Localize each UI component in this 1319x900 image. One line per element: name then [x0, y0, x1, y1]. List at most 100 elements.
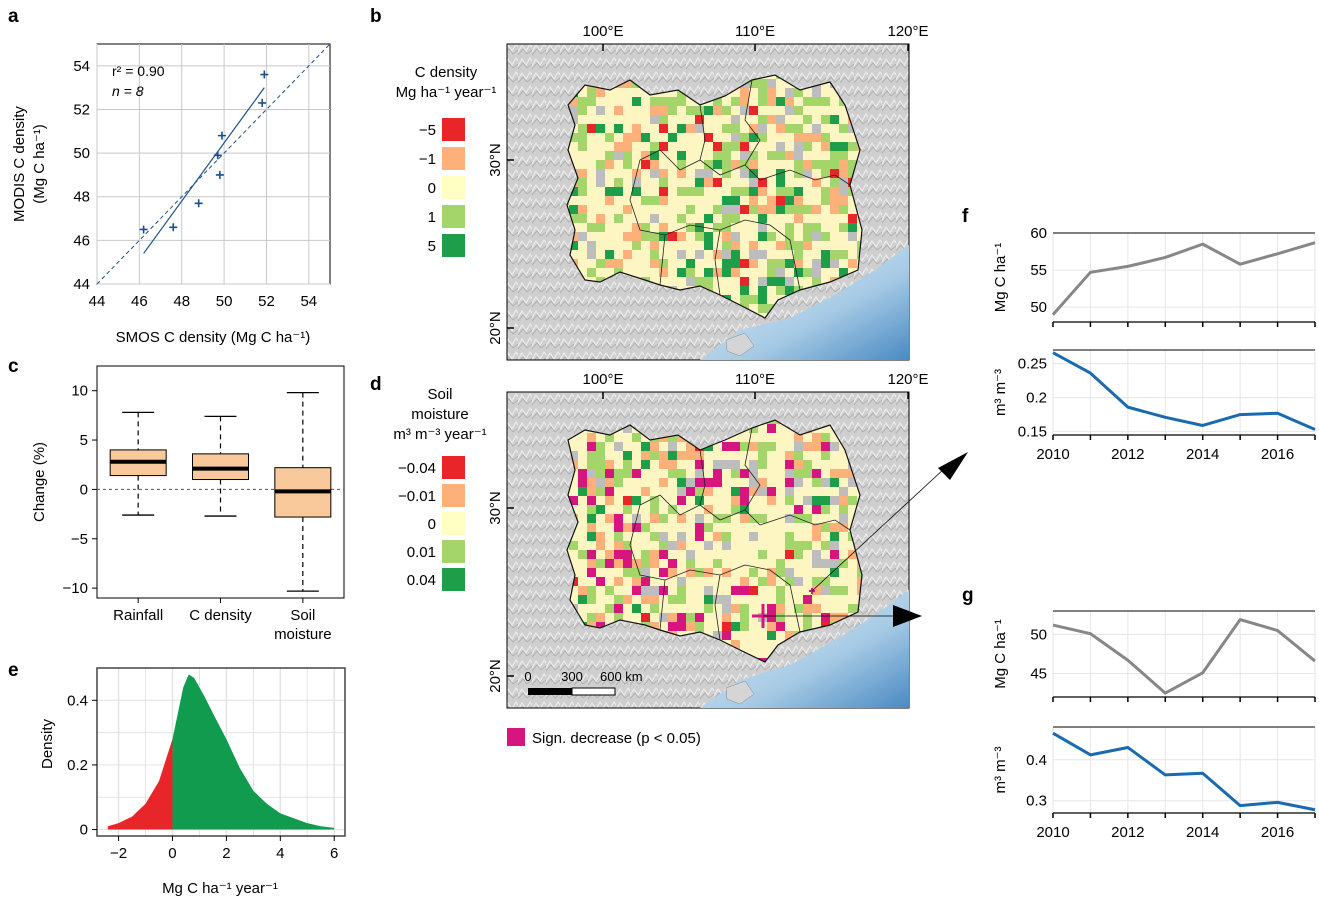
map-pixel [650, 259, 659, 268]
map-pixel [812, 496, 821, 505]
map-pixel [830, 442, 839, 451]
map-pixel [596, 442, 605, 451]
y-tick-label: 46 [73, 232, 90, 249]
map-pixel [668, 97, 677, 106]
map-pixel [794, 550, 803, 559]
map-pixel [605, 550, 614, 559]
map-pixel [695, 622, 704, 631]
legend-swatch [442, 512, 465, 535]
map-pixel [587, 223, 596, 232]
map-pixel [587, 241, 596, 250]
map-pixel [794, 442, 803, 451]
map-pixel [677, 469, 686, 478]
map-pixel [614, 532, 623, 541]
map-pixel [803, 469, 812, 478]
map-pixel [614, 478, 623, 487]
map-pixel [794, 151, 803, 160]
map-pixel [668, 469, 677, 478]
map-pixel [605, 514, 614, 523]
map-pixel [587, 568, 596, 577]
map-pixel [614, 214, 623, 223]
map-pixel [785, 106, 794, 115]
map-pixel [668, 559, 677, 568]
panel-e-y-axis-label: Density [39, 718, 56, 769]
map-pixel [623, 595, 632, 604]
map-pixel [749, 187, 758, 196]
map-pixel [722, 214, 731, 223]
map-pixel [650, 106, 659, 115]
map-pixel [659, 124, 668, 133]
map-pixel [578, 469, 587, 478]
panel-g-timeseries: 4550Mg C ha⁻¹0.30.4m³ m⁻³2010 2012 2014 201… [992, 611, 1315, 841]
map-pixel [605, 133, 614, 142]
panel-a-x-axis-label: SMOS C density (Mg C ha⁻¹) [116, 329, 311, 346]
map-pixel [614, 550, 623, 559]
map-pixel [812, 442, 821, 451]
y-tick-label: 0.3 [1026, 793, 1047, 810]
map-pixel [821, 133, 830, 142]
signif-decrease-swatch [507, 728, 525, 746]
map-pixel [821, 259, 830, 268]
map-pixel [749, 178, 758, 187]
map-pixel [632, 187, 641, 196]
map-pixel [758, 550, 767, 559]
y-tick-label: 0 [80, 481, 88, 498]
panel-a-r2-label: r² = 0.90 [112, 63, 165, 79]
map-pixel [605, 469, 614, 478]
map-pixel [659, 478, 668, 487]
map-pixel [776, 277, 785, 286]
map-pixel [785, 196, 794, 205]
map-pixel [830, 142, 839, 151]
map-pixel [677, 478, 686, 487]
map-pixel [641, 595, 650, 604]
map-pixel [830, 205, 839, 214]
panel-a-y-axis-label-line1: MODIS C density [11, 106, 28, 222]
map-pixel [767, 79, 776, 88]
map-pixel [650, 196, 659, 205]
map-pixel [605, 478, 614, 487]
map-pixel [794, 268, 803, 277]
y-tick-label: 60 [1030, 225, 1047, 242]
map-pixel [839, 151, 848, 160]
map-pixel [767, 232, 776, 241]
map-pixel [614, 259, 623, 268]
x-tick-label: 0 [168, 845, 176, 862]
map-pixel [659, 541, 668, 550]
map-pixel [839, 169, 848, 178]
map-pixel [794, 214, 803, 223]
map-pixel [578, 133, 587, 142]
map-pixel [794, 541, 803, 550]
map-pixel [614, 124, 623, 133]
map-pixel [596, 577, 605, 586]
map-pixel [596, 259, 605, 268]
map-pixel [596, 160, 605, 169]
y-axis-label: Mg C ha⁻¹ [992, 243, 1009, 313]
map-pixel [686, 478, 695, 487]
map-pixel [758, 97, 767, 106]
map-pixel [587, 595, 596, 604]
panel-c-category-labels: Rainfall C density Soilmoisture [113, 598, 331, 643]
map-pixel [641, 586, 650, 595]
panel-e-density: −2 0 2 4 6 00.20.4 Mg C ha⁻¹ year⁻¹ Density [39, 668, 345, 897]
map-pixel [695, 178, 704, 187]
map-pixel [785, 568, 794, 577]
map-pixel [740, 577, 749, 586]
map-pixel [848, 142, 857, 151]
latitude-label: 30°N [487, 143, 504, 177]
scale-bar-black-segment [528, 688, 572, 695]
map-pixel [731, 124, 740, 133]
map-pixel [839, 205, 848, 214]
map-pixel [668, 442, 677, 451]
map-pixel [839, 505, 848, 514]
map-pixel [821, 142, 830, 151]
map-pixel [830, 586, 839, 595]
map-pixel [578, 214, 587, 223]
panel-a-n-label: n = 8 [112, 83, 144, 99]
map-pixel [686, 259, 695, 268]
map-pixel [704, 595, 713, 604]
map-pixel [650, 241, 659, 250]
map-pixel [731, 469, 740, 478]
map-pixel [803, 115, 812, 124]
map-pixel [596, 223, 605, 232]
